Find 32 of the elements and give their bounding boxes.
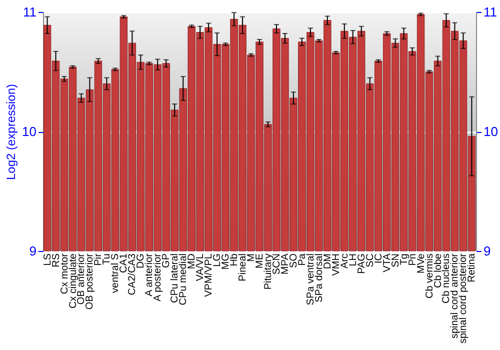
x-tick-label: PAG xyxy=(356,253,368,274)
x-tick-label: A posterior xyxy=(152,252,164,302)
y2-tick-label: 9 xyxy=(484,244,491,258)
x-tick-label: IC xyxy=(373,254,384,264)
x-tick-label: Pituitary xyxy=(262,254,274,290)
y-tick-label: 9 xyxy=(29,244,36,258)
x-tick-label: SN xyxy=(390,254,402,268)
x-tick-label: Pa xyxy=(296,253,308,266)
x-tick-label: spinal cord posterior xyxy=(458,252,470,344)
x-tick-label: Retina xyxy=(466,253,478,282)
x-tick-label: LH xyxy=(348,254,359,266)
x-tick-label: DM xyxy=(322,254,334,270)
y2-tick-label: 11 xyxy=(484,4,497,20)
x-tick-label: Tg xyxy=(398,254,410,266)
x-tick-label: SPa dorsal xyxy=(314,254,325,302)
y2-tick-label: 10 xyxy=(484,124,498,139)
x-tick-label: Arc xyxy=(339,254,350,268)
x-tick-label: MVe xyxy=(416,253,427,274)
x-tick-label: OB posterior xyxy=(84,252,96,310)
y-tick-label: 11 xyxy=(23,4,36,20)
x-tick-label: Pn xyxy=(407,254,418,266)
y-axis-title: Log2 (expression) xyxy=(4,84,18,180)
x-tick-label: SCN xyxy=(271,254,282,275)
x-tick-label: ME xyxy=(254,253,266,268)
x-tick-label: SO xyxy=(288,253,300,268)
x-tick-label: LS xyxy=(42,253,54,266)
x-tick-label: VMH xyxy=(330,254,342,276)
y-tick-label: 10 xyxy=(22,124,36,139)
x-tick-label: SC xyxy=(364,254,376,268)
x-tick-label: VTA xyxy=(382,253,393,272)
x-tick-label: RS xyxy=(50,253,62,268)
x-tick-label: MPA xyxy=(280,253,291,274)
